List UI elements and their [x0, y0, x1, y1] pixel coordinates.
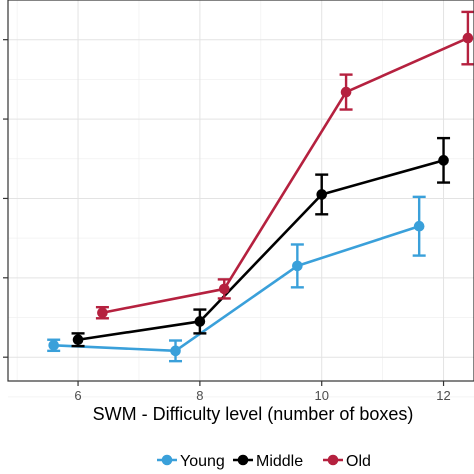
series-line-young [53, 224, 420, 353]
x-tick-label: 12 [436, 388, 450, 403]
data-point-middle [316, 189, 328, 200]
legend: Young Middle Old [157, 453, 371, 470]
series-old [95, 10, 474, 320]
data-point-young [413, 220, 425, 232]
grid-lines [8, 0, 474, 398]
data-point-middle [194, 316, 206, 327]
legend-label-young: Young [180, 453, 225, 470]
legend-key-point-middle [237, 454, 249, 466]
series-young [47, 195, 426, 363]
x-axis-title: SWM - Difficulty level (number of boxes) [93, 404, 414, 424]
data-point-young [292, 260, 303, 272]
data-point-old [218, 283, 230, 295]
x-axis-ticks: 6 8 10 12 [74, 381, 451, 403]
legend-key-point-young [161, 454, 173, 466]
series-layer [47, 10, 474, 363]
legend-item-old: Old [323, 453, 371, 470]
legend-item-young: Young [157, 453, 225, 470]
x-tick-label: 6 [74, 388, 81, 403]
legend-label-middle: Middle [256, 453, 303, 470]
x-tick-label: 10 [314, 388, 328, 403]
data-point-old [97, 307, 108, 319]
data-point-young [170, 345, 181, 357]
series-middle [71, 136, 451, 348]
x-tick-label: 8 [196, 388, 203, 403]
data-point-old [462, 32, 474, 44]
data-point-old [340, 86, 352, 98]
series-line-old [102, 36, 469, 315]
legend-key-point-old [327, 454, 339, 466]
y-axis-ticks [3, 39, 8, 358]
legend-item-middle: Middle [233, 453, 303, 470]
data-point-middle [438, 155, 449, 166]
data-point-middle [72, 334, 84, 346]
series-line-middle [77, 159, 444, 342]
legend-label-old: Old [346, 453, 371, 470]
plot-panel-border [7, 0, 474, 382]
data-point-young [48, 339, 59, 351]
